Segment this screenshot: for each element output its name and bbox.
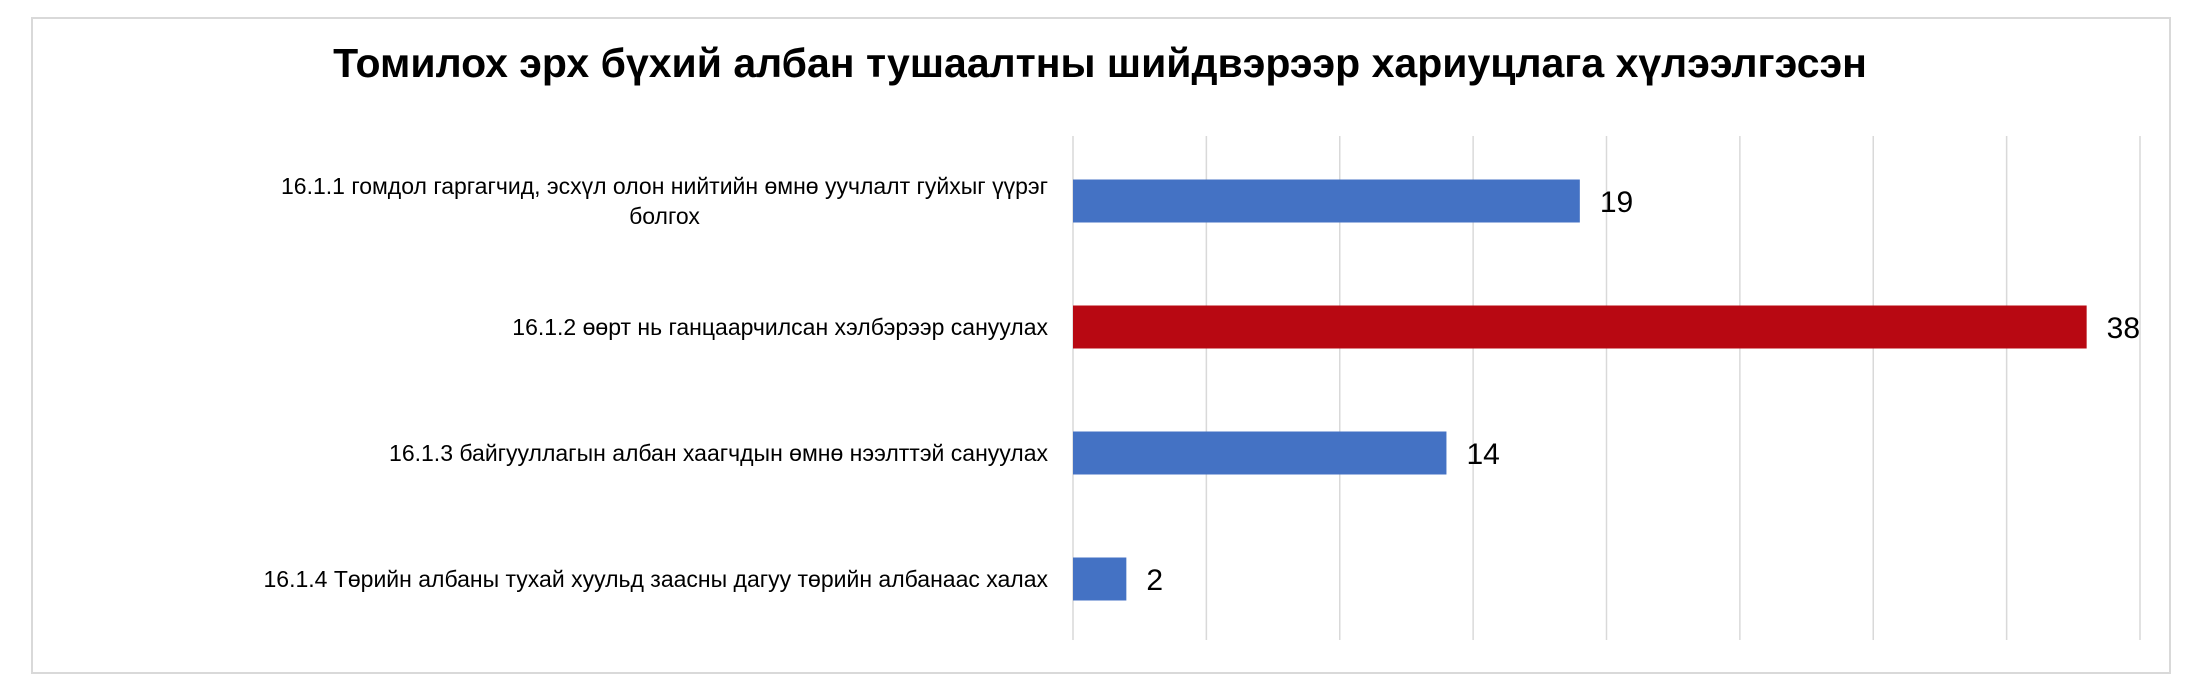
chart-frame	[31, 17, 2171, 674]
category-label-line: 16.1.1 гомдол гаргагчид, эсхүл олон нийт…	[281, 173, 1048, 199]
category-label-line: болгох	[629, 203, 700, 229]
category-label: 16.1.3 байгууллагын албан хаагчдын өмнө …	[389, 440, 1048, 466]
bar	[1073, 557, 1127, 601]
bar	[1073, 431, 1447, 475]
category-label: 16.1.2 өөрт нь ганцаарчилсан хэлбэрээр с…	[512, 314, 1048, 340]
chart-title: Томилох эрх бүхий албан тушаалтны шийдвэ…	[333, 40, 1867, 86]
data-label: 2	[1146, 564, 1163, 597]
category-label: 16.1.4 Төрийн албаны тухай хуульд заасны…	[263, 566, 1048, 592]
category-label-line: 16.1.3 байгууллагын албан хаагчдын өмнө …	[389, 440, 1048, 466]
category-label-line: 16.1.2 өөрт нь ганцаарчилсан хэлбэрээр с…	[512, 314, 1048, 340]
data-label: 19	[1600, 186, 1633, 219]
category-label: 16.1.1 гомдол гаргагчид, эсхүл олон нийт…	[281, 173, 1048, 229]
data-label: 38	[2107, 312, 2140, 345]
category-label-line: 16.1.4 Төрийн албаны тухай хуульд заасны…	[263, 566, 1048, 592]
data-label: 14	[1466, 438, 1499, 471]
bar	[1073, 305, 2087, 349]
bar	[1073, 179, 1580, 223]
